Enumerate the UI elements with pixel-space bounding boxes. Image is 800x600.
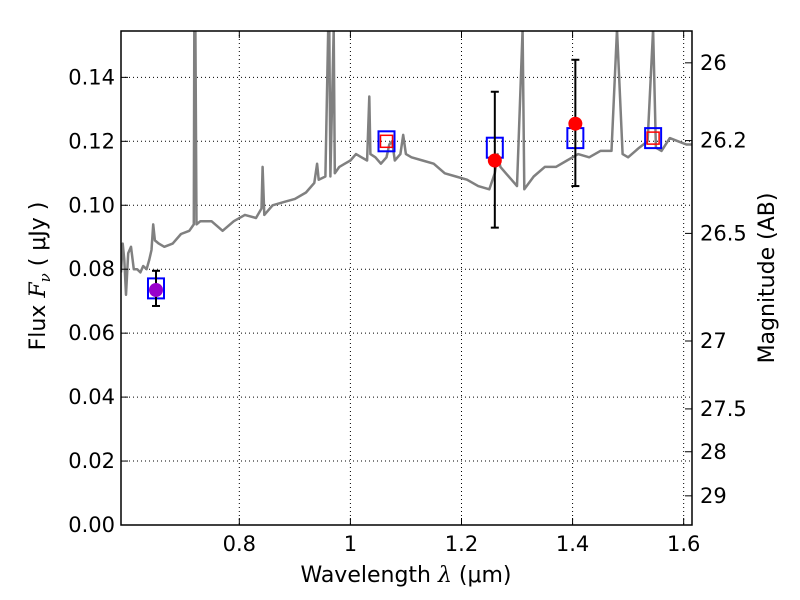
x-axis-label: Wavelength λ (μm) [300,563,511,588]
y-tick-label: 0.10 [68,193,115,217]
mag-tick-label: 26.2 [700,129,747,153]
observed-photometry-open-marker [379,134,394,149]
mag-tick-label: 26.5 [700,221,747,245]
plot-frame [120,30,693,526]
y-tick-label: 0.12 [68,129,115,153]
right-axis-label: Magnitude (AB) [755,193,780,364]
y-tick-label: 0.08 [68,257,115,281]
mag-tick-label: 28 [700,440,727,464]
spectrum-line [121,31,692,297]
x-tick-label: 0.8 [223,532,256,556]
x-tick-label: 1 [344,532,357,556]
x-tick-label: 1.4 [556,532,589,556]
observed-photometry-point [148,282,163,297]
mag-tick-label: 27.5 [700,397,747,421]
mag-tick-label: 27 [700,329,727,353]
x-tick-label: 1.2 [445,532,478,556]
plot-area [121,31,692,307]
x-tick-label: 1.6 [667,532,700,556]
y-axis-label: Flux Fν ( μJy ) [26,202,54,351]
axes: 0.8 1 1.2 1.4 1.6 0.00 0.02 0.04 0.06 0.08 0.10 0.1… [68,30,747,556]
y-tick-label: 0.06 [68,321,115,345]
observed-photometry-point [487,153,502,168]
y-tick-label: 0.14 [68,65,115,89]
mag-tick-label: 26 [700,51,727,75]
mag-tick-label: 29 [700,484,727,508]
y-tick-label: 0.02 [68,449,115,473]
observed-photometry-open-marker [646,131,660,145]
y-tick-label: 0.04 [68,385,115,409]
model-photometry-square [377,130,396,153]
model-photometry-square [644,127,663,150]
observed-photometry-point [568,116,583,131]
y-tick-label: 0.00 [68,513,115,537]
